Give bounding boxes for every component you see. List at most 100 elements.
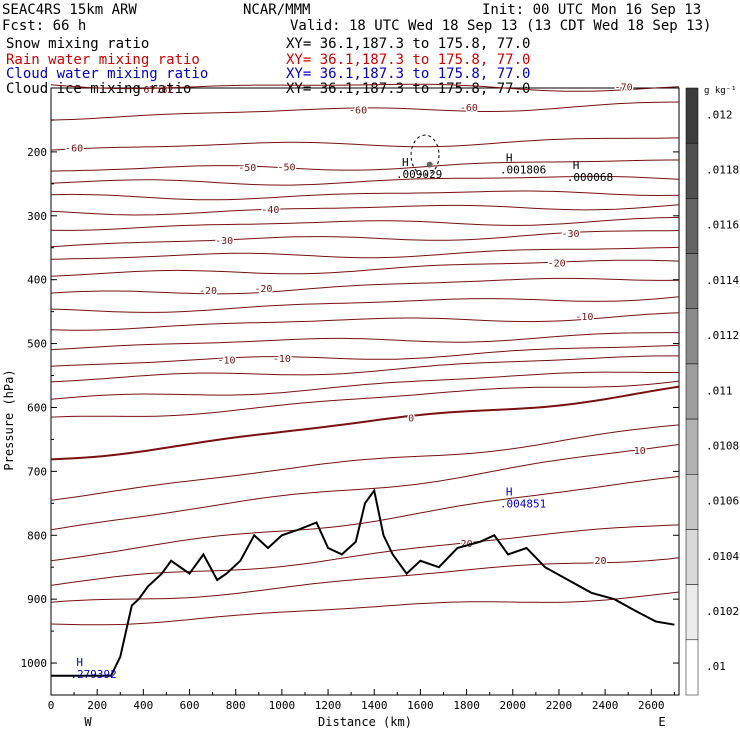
contour-line (50, 175, 680, 186)
contour-label: -20 (254, 284, 272, 295)
contour-line (50, 159, 679, 172)
contour-line (50, 83, 680, 92)
contour-line (50, 524, 680, 586)
colorbar-segment (685, 529, 699, 585)
colorbar-label: .012 (706, 108, 733, 121)
contour-line (50, 190, 680, 201)
contour-line (50, 246, 680, 260)
contour-label: -10 (217, 356, 235, 367)
fcst-text: Fcst: 66 h (2, 18, 86, 34)
x-tick-label: 1200 (315, 699, 342, 712)
colorbar-segment (685, 639, 699, 696)
colorbar-label: .0116 (706, 219, 739, 232)
x-tick-label: 2400 (592, 699, 619, 712)
contour-label: -60 (460, 103, 478, 114)
contour-line (50, 296, 680, 313)
contour-line (50, 385, 680, 461)
colorbar-segment (685, 418, 699, 475)
colorbar-label: .0108 (706, 439, 739, 452)
h-value: .001806 (500, 163, 546, 176)
colorbar-segment (685, 584, 699, 641)
x-end-west: W (84, 715, 92, 729)
colorbar-label: .0114 (706, 274, 739, 287)
contour-label: -70 (615, 83, 633, 94)
contour-line (50, 476, 680, 562)
terrain-profile (51, 488, 675, 677)
contour-line (50, 380, 680, 418)
colorbar-segment (685, 253, 699, 309)
contour-line (50, 259, 680, 277)
x-tick-label: 400 (133, 699, 153, 712)
colorbar-label: .0118 (706, 164, 739, 177)
contour-line (50, 424, 680, 501)
x-end-east: E (658, 715, 665, 729)
h-marker: H (402, 156, 409, 169)
field-cloudwater-xy: XY= 36.1,187.3 to 175.8, 77.0 (286, 66, 530, 82)
colorbar-label: .0102 (706, 605, 739, 618)
colorbar-segment (685, 308, 699, 365)
contour-label: 20 (594, 556, 606, 567)
h-value: .004851 (500, 498, 546, 511)
terrain-line (51, 488, 675, 677)
contour-line (50, 332, 679, 351)
contour-line (50, 277, 680, 295)
contour-label: -30 (215, 236, 233, 247)
colorbar-segment (685, 142, 699, 199)
contour-label: -60 (65, 143, 83, 154)
y-tick-label: 400 (27, 274, 47, 287)
contour-label: -50 (277, 162, 295, 173)
x-tick-label: 2000 (500, 699, 527, 712)
h-value: .000068 (567, 171, 613, 184)
dot-feature (426, 161, 433, 168)
x-tick-label: 2600 (638, 699, 665, 712)
contour-label: -30 (561, 229, 579, 240)
y-tick-label: 800 (27, 529, 47, 542)
x-tick-label: 2200 (546, 699, 573, 712)
x-tick-label: 1000 (269, 699, 296, 712)
x-tick-label: 200 (87, 699, 107, 712)
contour-label: -50 (238, 163, 256, 174)
x-tick-label: 600 (180, 699, 200, 712)
contour-line (50, 204, 680, 216)
h-marker: H (506, 151, 513, 164)
contour-label: -40 (261, 205, 279, 216)
x-tick-label: 1800 (453, 699, 480, 712)
plot-frame (50, 87, 680, 696)
field-cloudwater-label: Cloud water mixing ratio (6, 66, 208, 82)
contour-label: -60 (349, 106, 367, 117)
contour-label: 10 (634, 446, 646, 457)
colorbar-segment (685, 474, 699, 530)
contour-line (50, 216, 680, 231)
contour-line (50, 137, 680, 151)
field-rain-label: Rain water mixing ratio (6, 52, 200, 68)
h-marker: H (573, 159, 580, 172)
colorbar-label: .01 (706, 660, 726, 673)
h-value: .009029 (396, 168, 442, 181)
contour-label: -10 (575, 312, 593, 323)
y-tick-label: 600 (27, 401, 47, 414)
x-axis: 0 200 400 600 800 1000 1200 1400 1600 1800 2000 220… (48, 689, 675, 712)
y-tick-label: 700 (27, 465, 47, 478)
x-tick-label: 1400 (361, 699, 388, 712)
contour-line (50, 312, 680, 331)
h-marker: H (506, 486, 513, 499)
x-tick-label: 800 (226, 699, 246, 712)
field-cloudice-xy: XY= 36.1,187.3 to 175.8, 77.0 (286, 81, 530, 97)
contour-label: -10 (273, 354, 291, 365)
colorbar-label: .0112 (706, 329, 739, 342)
model-title: SEAC4RS 15km ARW (2, 2, 137, 18)
colorbar-label: .011 (706, 384, 733, 397)
y-tick-label: 300 (27, 210, 47, 223)
org-title: NCAR/MMM (243, 2, 310, 18)
contour-line (50, 557, 680, 603)
x-tick-label: 0 (48, 699, 55, 712)
h-marker: H (76, 656, 83, 669)
colorbar-label: .0106 (706, 495, 739, 508)
y-axis-title: Pressure (hPa) (2, 369, 16, 470)
colorbar-segment (685, 363, 699, 420)
contour-label: 0 (408, 413, 414, 424)
colorbar-label: .0104 (706, 550, 739, 563)
field-snow-xy: XY= 36.1,187.3 to 175.8, 77.0 (286, 36, 530, 52)
contour-line (50, 101, 680, 121)
